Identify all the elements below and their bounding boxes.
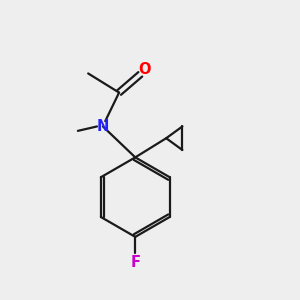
Text: F: F: [130, 255, 140, 270]
Text: O: O: [139, 62, 151, 77]
Text: N: N: [97, 119, 109, 134]
